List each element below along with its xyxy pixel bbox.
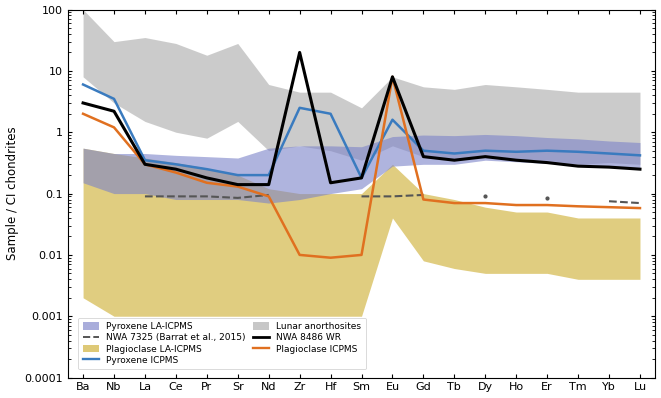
Legend: Pyroxene LA-ICPMS, NWA 7325 (Barrat et al., 2015), Plagioclase LA-ICPMS, Pyroxen: Pyroxene LA-ICPMS, NWA 7325 (Barrat et a… xyxy=(78,318,366,369)
Y-axis label: Sample / CI chondrites: Sample / CI chondrites xyxy=(5,127,19,260)
